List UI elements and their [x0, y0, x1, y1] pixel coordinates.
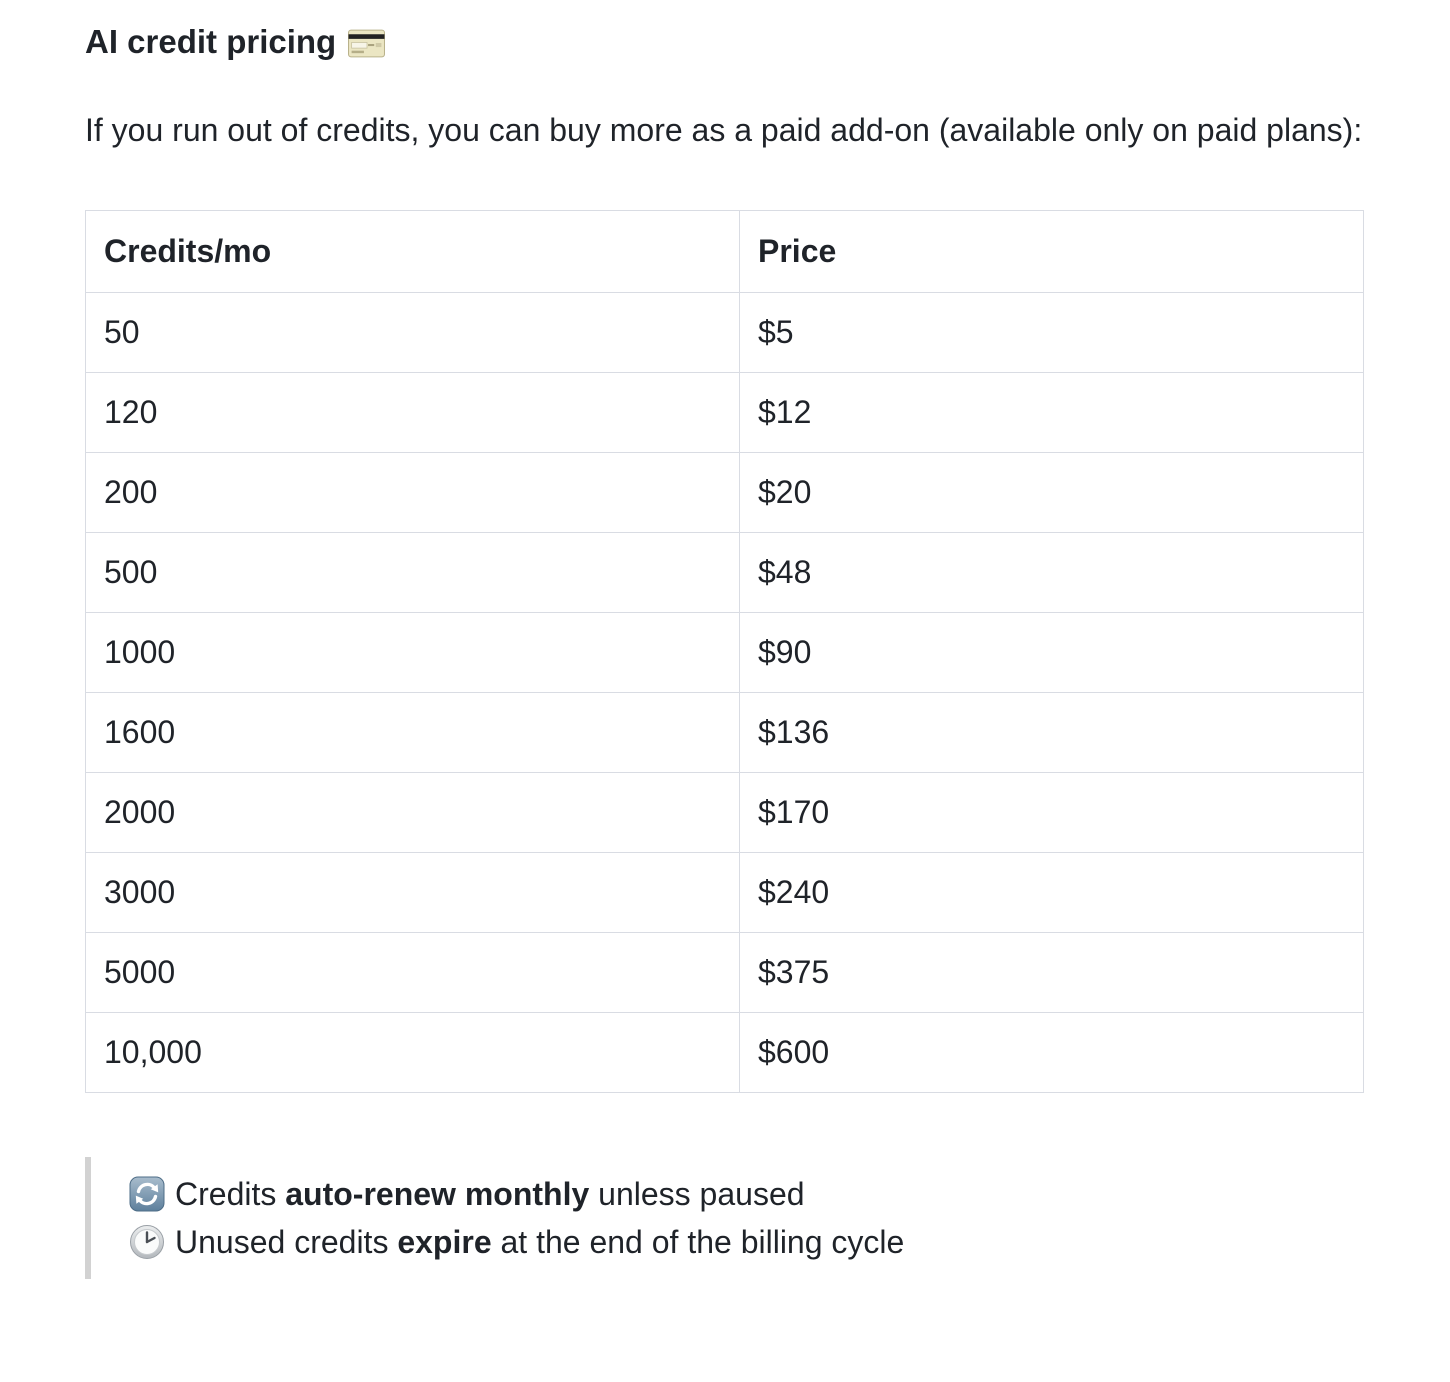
pricing-table: Credits/mo Price 50 $5 120 $12 200 $20 5… [85, 210, 1364, 1093]
credits-cell: 5000 [85, 932, 740, 1013]
price-cell: $48 [739, 532, 1364, 613]
note-auto-renew-text: Credits auto-renew monthly unless paused [175, 1176, 805, 1213]
table-row: 10,000 $600 [85, 1012, 1364, 1093]
credits-cell: 10,000 [85, 1012, 740, 1093]
table-row: 1000 $90 [85, 612, 1364, 693]
credit-card-icon [348, 29, 386, 58]
table-row: 1600 $136 [85, 692, 1364, 773]
intro-paragraph: If you run out of credits, you can buy m… [85, 112, 1363, 148]
credits-cell: 1000 [85, 612, 740, 693]
note-text-segment: Unused credits [175, 1223, 398, 1260]
price-cell: $240 [739, 852, 1364, 933]
document-page: AI credit pricing If you run out of cred… [85, 22, 1365, 1279]
price-cell: $12 [739, 372, 1364, 453]
auto-renew-icon [129, 1176, 165, 1212]
note-text-segment: unless paused [589, 1175, 805, 1212]
credits-cell: 200 [85, 452, 740, 533]
page-title: AI credit pricing [85, 23, 337, 60]
price-cell: $20 [739, 452, 1364, 533]
note-text-segment: at the end of the billing cycle [491, 1223, 905, 1260]
note-text-segment: Credits [175, 1175, 286, 1212]
note-expiry-text: Unused credits expire at the end of the … [175, 1224, 904, 1261]
price-cell: $375 [739, 932, 1364, 1013]
price-cell: $136 [739, 692, 1364, 773]
table-row: 50 $5 [85, 292, 1364, 373]
page-heading: AI credit pricing [85, 22, 1365, 62]
price-cell: $5 [739, 292, 1364, 373]
credits-cell: 3000 [85, 852, 740, 933]
clock-icon [129, 1224, 165, 1260]
note-text-bold: expire [397, 1223, 492, 1260]
table-row: 200 $20 [85, 452, 1364, 533]
note-expiry: Unused credits expire at the end of the … [129, 1218, 1365, 1266]
table-row: 2000 $170 [85, 772, 1364, 853]
column-header-credits: Credits/mo [85, 210, 740, 293]
credits-cell: 50 [85, 292, 740, 373]
note-text-bold: auto-renew monthly [285, 1175, 590, 1212]
price-cell: $90 [739, 612, 1364, 693]
column-header-price: Price [739, 210, 1364, 293]
table-row: 5000 $375 [85, 932, 1364, 1013]
credits-cell: 1600 [85, 692, 740, 773]
note-auto-renew: Credits auto-renew monthly unless paused [129, 1170, 1365, 1218]
credits-cell: 500 [85, 532, 740, 613]
price-cell: $600 [739, 1012, 1364, 1093]
table-header-row: Credits/mo Price [85, 210, 1364, 293]
price-cell: $170 [739, 772, 1364, 853]
credits-cell: 2000 [85, 772, 740, 853]
table-row: 120 $12 [85, 372, 1364, 453]
credits-cell: 120 [85, 372, 740, 453]
table-row: 3000 $240 [85, 852, 1364, 933]
notes-callout: Credits auto-renew monthly unless paused [85, 1157, 1365, 1279]
pricing-table-body: 50 $5 120 $12 200 $20 500 $48 1000 $90 1… [85, 292, 1364, 1093]
table-row: 500 $48 [85, 532, 1364, 613]
